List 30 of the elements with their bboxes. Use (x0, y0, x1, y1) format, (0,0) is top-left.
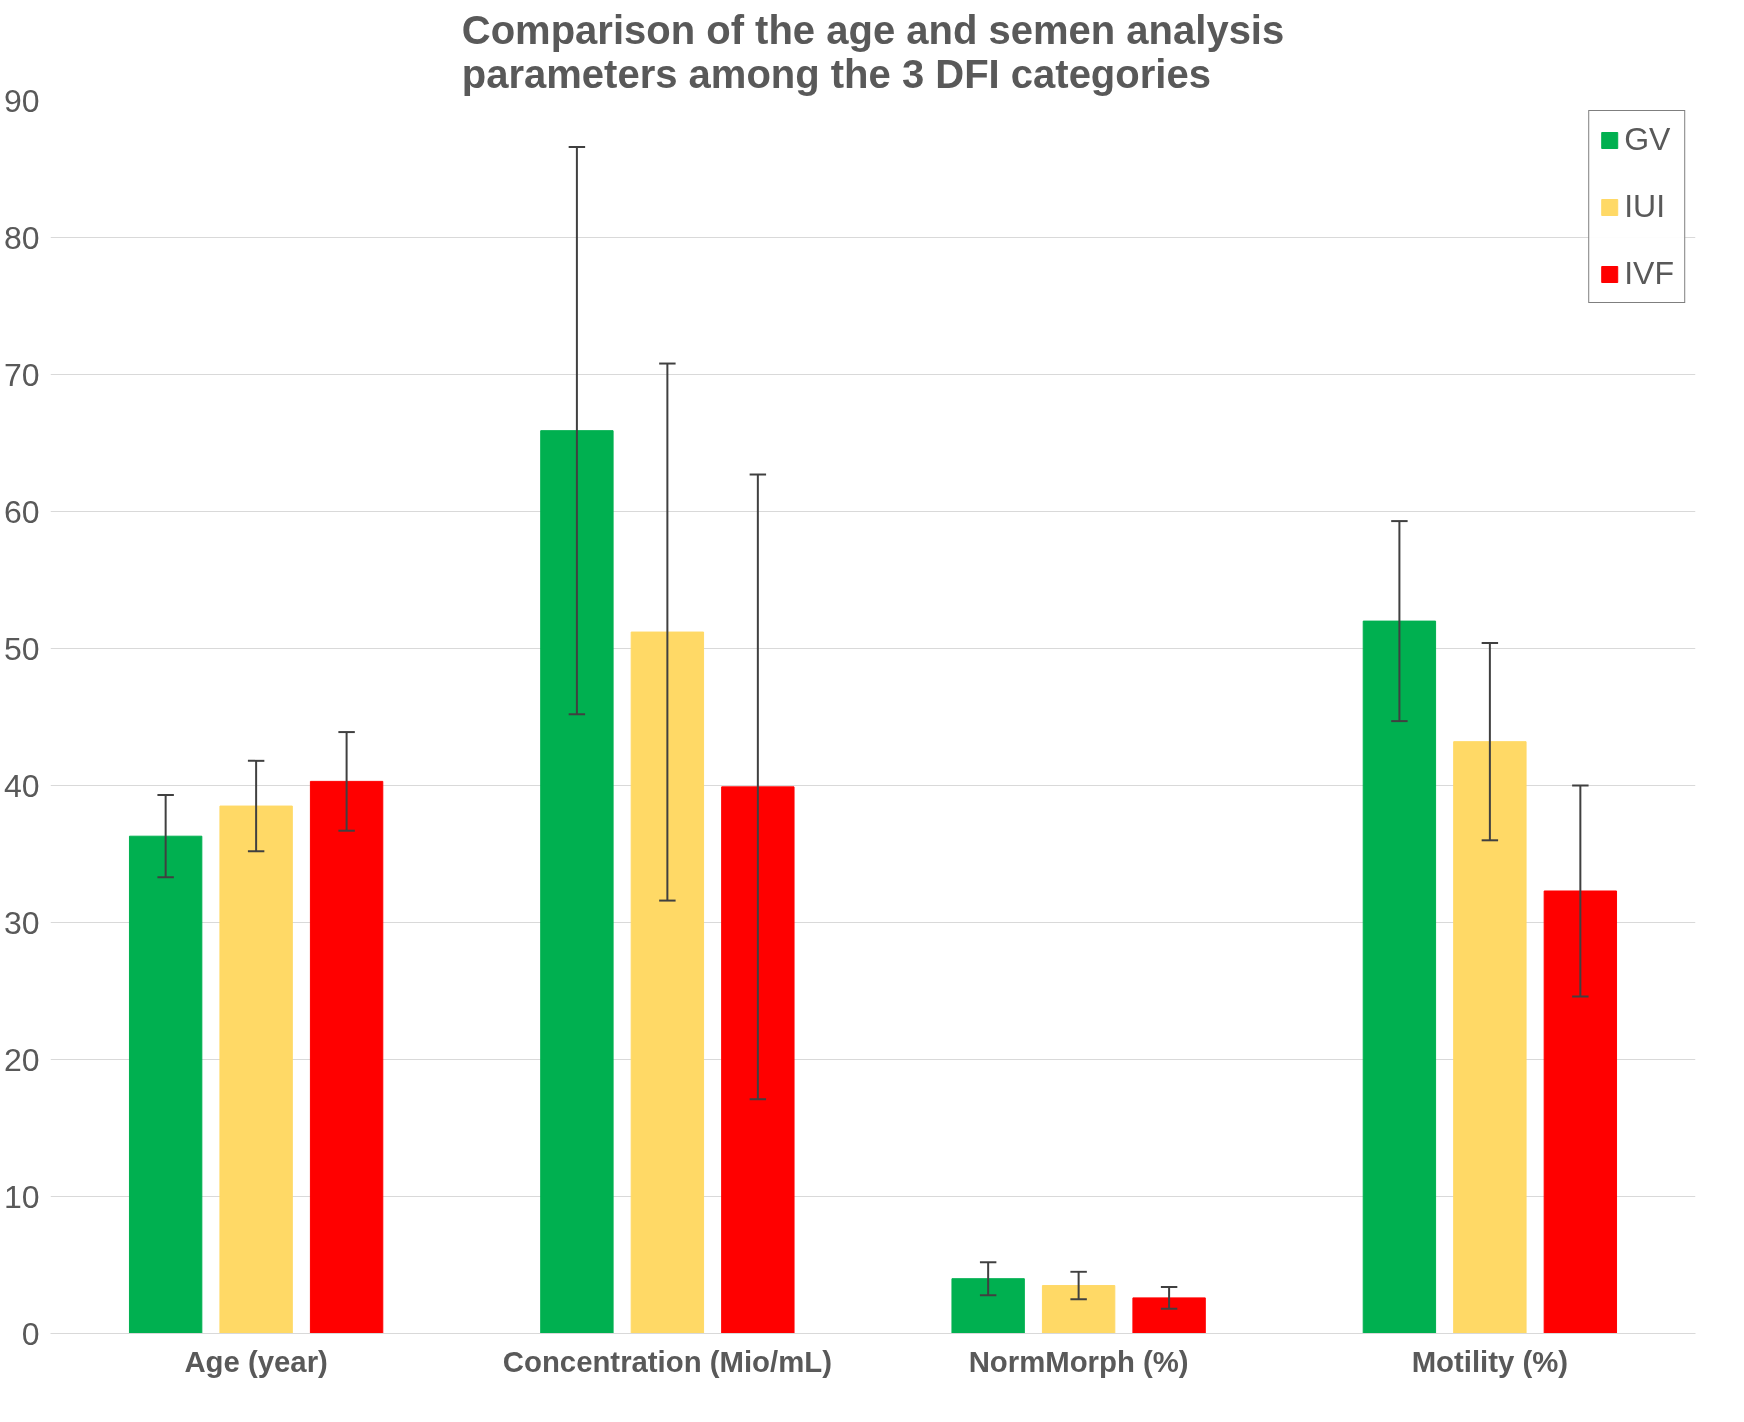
y-tick-label: 30 (3, 904, 40, 941)
y-tick-label: 40 (3, 767, 40, 804)
y-tick-label: 70 (3, 356, 40, 393)
legend-label: IVF (1624, 255, 1674, 292)
bar (1453, 741, 1527, 1334)
y-tick-label: 20 (3, 1041, 40, 1078)
bar (951, 1278, 1025, 1334)
y-tick-label: 50 (3, 630, 40, 667)
legend-label: IUI (1624, 188, 1666, 225)
bar (630, 631, 705, 1334)
bar (1362, 620, 1437, 1334)
bar (309, 780, 384, 1334)
x-tick-label: NormMorph (%) (968, 1344, 1189, 1378)
bar (1132, 1297, 1206, 1334)
x-tick-label: Motility (%) (1411, 1344, 1569, 1378)
chart-title: Comparison of the age and semen analysis parameters among the 3 DFI categories (461, 7, 1285, 96)
y-tick-label: 0 (21, 1315, 40, 1352)
bar (540, 430, 614, 1334)
bar (128, 835, 203, 1334)
x-tick-label: Age (year) (184, 1344, 328, 1378)
x-tick-label: Concentration (Mio/mL) (502, 1344, 832, 1378)
bar (219, 805, 293, 1334)
bar (1041, 1285, 1116, 1334)
y-tick-label: 80 (3, 219, 40, 256)
bar (1543, 890, 1618, 1334)
y-tick-label: 90 (3, 82, 40, 119)
bar (721, 786, 795, 1334)
legend-label: GV (1624, 121, 1671, 158)
y-tick-label: 10 (3, 1178, 40, 1215)
y-tick-label: 60 (3, 493, 40, 530)
